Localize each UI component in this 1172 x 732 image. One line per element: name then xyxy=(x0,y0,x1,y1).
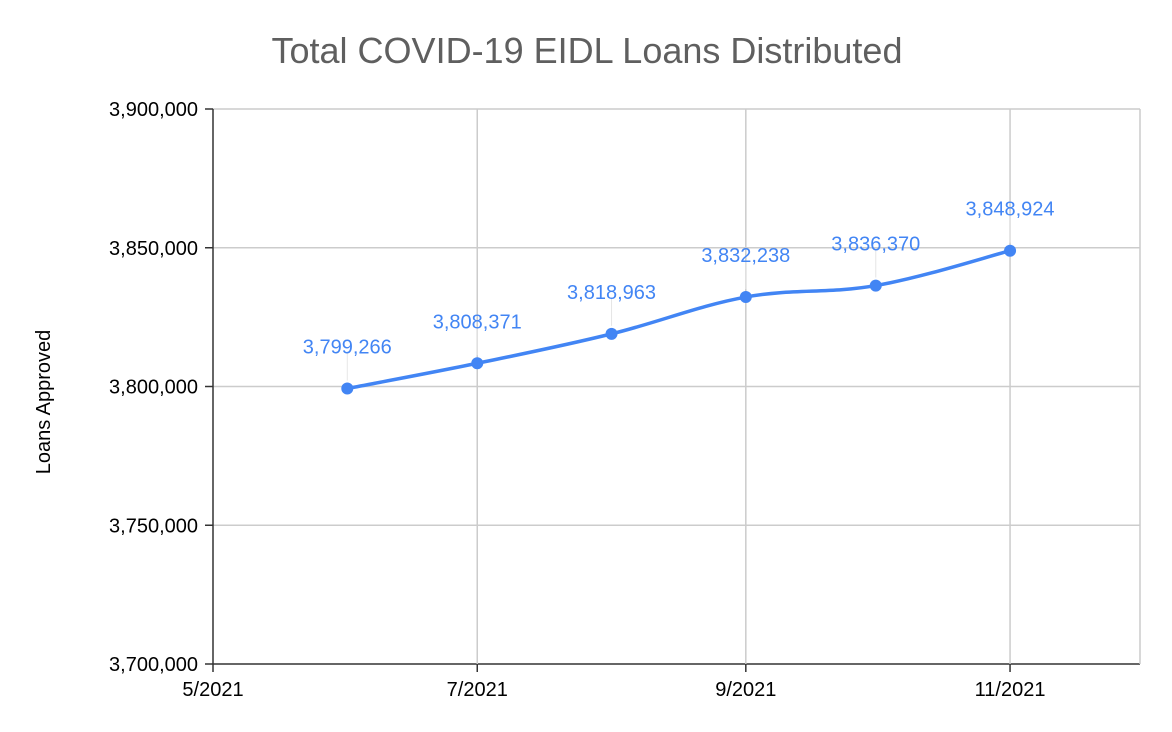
x-tick-label: 5/2021 xyxy=(182,679,243,701)
data-point[interactable] xyxy=(1004,244,1017,257)
data-label: 3,832,238 xyxy=(701,245,790,267)
y-tick-labels: 3,700,000 3,750,000 3,800,000 3,850,000 3,90… xyxy=(109,99,198,676)
y-tick-label: 3,850,000 xyxy=(109,238,198,260)
x-tick-label: 7/2021 xyxy=(447,679,508,701)
data-label: 3,808,371 xyxy=(433,311,522,333)
x-tick-label: 11/2021 xyxy=(975,679,1046,701)
data-point[interactable] xyxy=(341,382,354,395)
x-tick-label: 9/2021 xyxy=(715,679,776,701)
y-tick-label: 3,900,000 xyxy=(109,99,198,121)
data-label: 3,799,266 xyxy=(303,337,392,359)
series-layer xyxy=(341,214,1017,395)
data-point[interactable] xyxy=(869,279,882,292)
y-tick-label: 3,700,000 xyxy=(109,654,198,676)
series-line xyxy=(345,248,1012,391)
data-label: 3,836,370 xyxy=(831,234,920,256)
y-tick-label: 3,750,000 xyxy=(109,515,198,537)
data-point[interactable] xyxy=(739,291,752,304)
y-axis-label: Loans Approved xyxy=(33,330,55,475)
grid-layer xyxy=(205,108,1141,672)
x-tick-labels: 5/2021 7/2021 9/2021 11/2021 xyxy=(182,679,1045,701)
data-label: 3,818,963 xyxy=(567,282,656,304)
data-point[interactable] xyxy=(471,357,484,370)
data-point[interactable] xyxy=(605,327,618,340)
y-tick-label: 3,800,000 xyxy=(109,377,198,399)
chart-title: Total COVID-19 EIDL Loans Distributed xyxy=(272,30,903,71)
data-label: 3,848,924 xyxy=(966,199,1055,221)
data-label-layer: 3,799,266 3,808,371 3,818,963 3,832,238 3,83… xyxy=(303,199,1055,359)
